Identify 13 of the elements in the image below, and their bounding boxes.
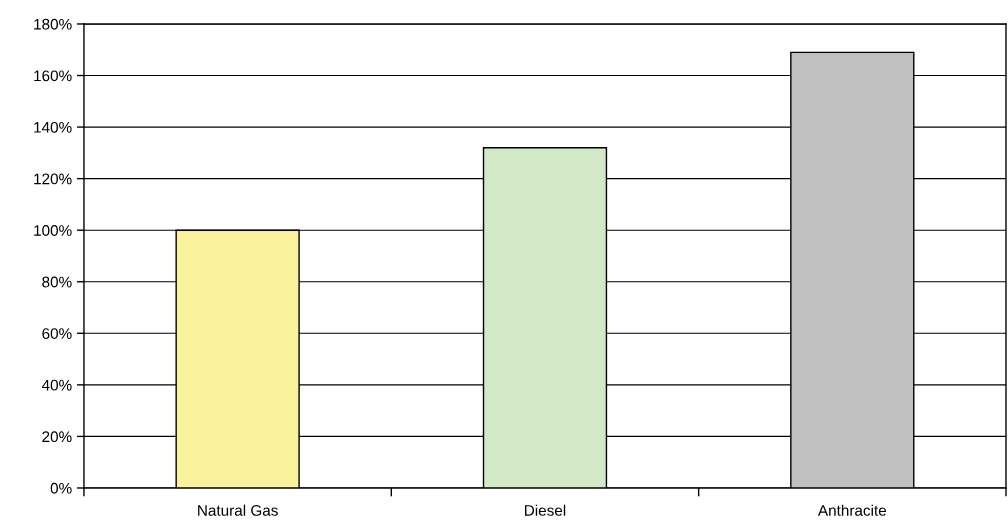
y-tick-label: 180%	[34, 18, 72, 30]
x-tick-label: Natural Gas	[198, 504, 278, 516]
x-tick-label: Diesel	[525, 504, 566, 516]
y-tick-label: 80%	[42, 276, 72, 288]
y-tick-label: 100%	[34, 225, 72, 236]
y-tick-label: 40%	[41, 379, 72, 391]
y-tick-label: 120%	[34, 173, 72, 185]
y-tick-label: 140%	[34, 121, 72, 133]
y-tick-label: 60%	[42, 328, 72, 339]
x-tick-label: Anthracite	[817, 504, 887, 516]
y-tick-label: 160%	[34, 70, 72, 82]
y-tick-label: 0%	[50, 482, 72, 494]
y-tick-label: 20%	[42, 431, 72, 443]
